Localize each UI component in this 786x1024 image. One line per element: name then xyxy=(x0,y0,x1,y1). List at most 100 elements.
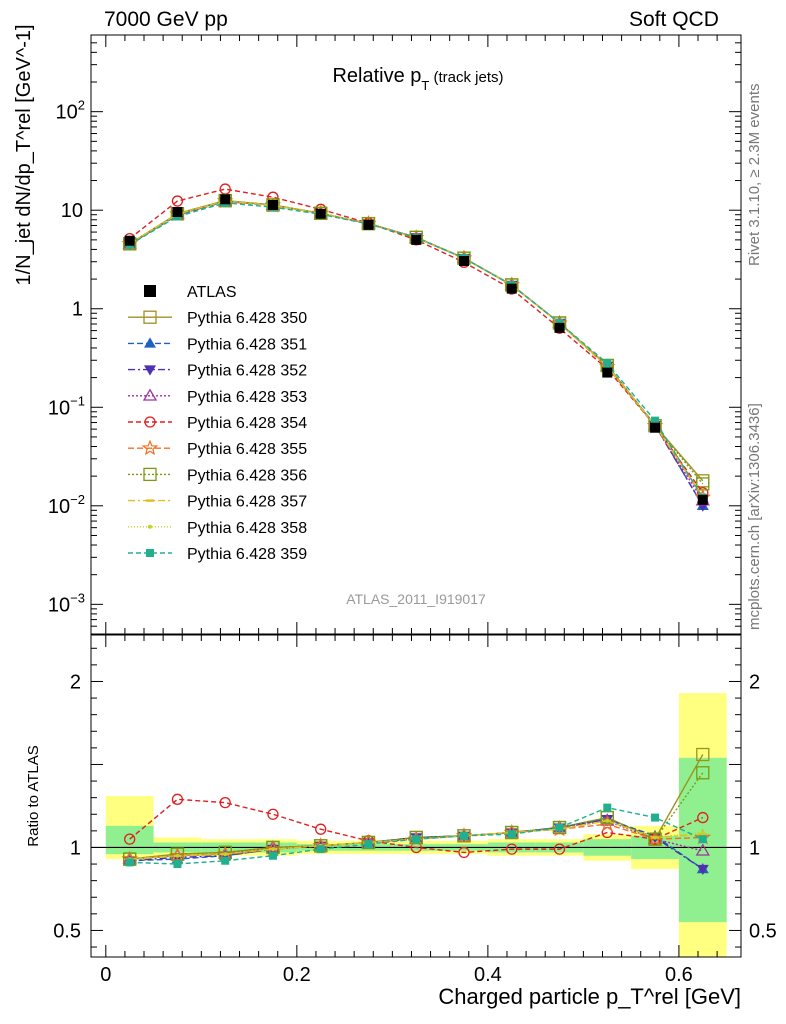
legend-label: Pythia 6.428 350 xyxy=(187,310,307,327)
marker-square-open xyxy=(143,310,157,324)
data-point xyxy=(124,235,135,246)
axis-labels: Relative pT (track jets) ATLAS_2011_I9190… xyxy=(13,24,741,1009)
legend-label: Pythia 6.428 358 xyxy=(187,520,307,537)
ratio-tick-label: 2 xyxy=(70,671,81,693)
legend: ATLAS Pythia 6.428 350 Pythia 6.428 351 Pyt… xyxy=(128,284,307,563)
marker-circle-open xyxy=(553,843,566,855)
marker-square-open xyxy=(409,830,423,845)
chart-title-part: Relative p xyxy=(332,65,421,87)
data-point xyxy=(411,234,422,245)
marker-square-small xyxy=(507,830,516,839)
marker-square-small xyxy=(316,845,325,854)
marker-circle-open xyxy=(267,808,279,820)
marker-circle-open xyxy=(506,843,518,855)
marker-square-small xyxy=(698,835,707,844)
ratio-tick-label-right: 2 xyxy=(749,671,760,693)
legend-label: Pythia 6.428 352 xyxy=(187,363,307,380)
axis-ticks: 10−3 10−2 10−1 1 10 102 0.5 0.5 1 1 2 2 0 0.2 0.4 0.6 xyxy=(48,34,777,986)
legend-entry: Pythia 6.428 359 xyxy=(128,546,307,563)
marker-circle-open xyxy=(219,796,231,809)
marker-circle-open xyxy=(144,416,156,428)
legend-entry: Pythia 6.428 358 xyxy=(128,520,307,537)
marker-dot xyxy=(175,853,180,858)
chart-title-part: (track jets) xyxy=(429,69,503,86)
energy-label: 7000 GeV pp xyxy=(104,8,228,31)
y-axis-label: 1/N_jet dN/dp_T^rel [GeV^-1] xyxy=(13,24,35,285)
y-tick-label: 10−3 xyxy=(48,590,85,616)
marker-square-open xyxy=(696,477,710,491)
ratio-axis-label: Ratio to ATLAS xyxy=(25,745,42,846)
data-uncertainty-bands xyxy=(105,693,727,957)
x-tick-label: 0.6 xyxy=(665,964,693,986)
x-tick-label: 0.2 xyxy=(283,964,311,986)
ratio-tick-label: 0.5 xyxy=(53,920,81,942)
data-point xyxy=(172,206,183,217)
marker-square-small xyxy=(221,856,230,865)
marker-square-small xyxy=(412,835,421,844)
marker-circle-open xyxy=(171,793,184,805)
data-series-points xyxy=(124,194,708,505)
data-point xyxy=(697,494,708,505)
marker-triangle-up xyxy=(144,337,156,348)
marker-star-open xyxy=(141,439,159,456)
marker-triangle-down xyxy=(696,864,709,876)
data-point xyxy=(554,322,565,333)
legend-entry: ATLAS xyxy=(144,284,237,301)
marker-dot xyxy=(223,852,228,857)
data-point xyxy=(220,194,231,205)
marker-square-open xyxy=(696,766,710,780)
band-inner xyxy=(105,825,154,855)
y-tick-label: 10−1 xyxy=(48,393,85,419)
marker-square-small xyxy=(146,549,154,557)
legend-entry: Pythia 6.428 352 xyxy=(128,363,307,380)
legend-label: Pythia 6.428 359 xyxy=(187,546,307,563)
process-label: Soft QCD xyxy=(629,8,719,31)
marker-square-small xyxy=(603,359,612,368)
y-tick-label: 1 xyxy=(72,299,83,321)
legend-entry: Pythia 6.428 354 xyxy=(128,415,307,432)
data-point xyxy=(315,208,326,219)
marker-triangle-open xyxy=(695,843,710,856)
legend-label: Pythia 6.428 355 xyxy=(187,441,307,458)
data-point xyxy=(363,219,374,230)
data-point xyxy=(650,422,661,433)
x-axis-label: Charged particle p_T^rel [GeV] xyxy=(438,984,741,1009)
y-tick-exponent: −1 xyxy=(70,393,85,408)
legend-label: Pythia 6.428 357 xyxy=(187,494,307,511)
y-tick-label: 10 xyxy=(61,200,83,222)
legend-label: Pythia 6.428 351 xyxy=(187,336,307,353)
chart-title: Relative pT (track jets) xyxy=(332,65,503,93)
top-panel-frame xyxy=(90,34,742,635)
marker-square-small xyxy=(268,851,277,860)
marker-circle-open xyxy=(315,823,327,835)
marker-square-small xyxy=(125,858,134,867)
legend-label: ATLAS xyxy=(187,284,237,301)
marker-triangle-open xyxy=(142,388,158,401)
analysis-label: ATLAS_2011_I919017 xyxy=(346,591,486,607)
marker-square-small xyxy=(459,831,468,840)
data-point xyxy=(267,199,278,210)
marker-square xyxy=(144,285,156,297)
ratio-panel-frame xyxy=(90,634,742,958)
y-tick-exponent: 2 xyxy=(78,98,85,113)
marker-dot xyxy=(605,818,610,823)
legend-entry: Pythia 6.428 353 xyxy=(128,388,307,406)
ratio-tick-label-right: 0.5 xyxy=(749,920,777,942)
legend-entry: Pythia 6.428 357 xyxy=(128,494,307,511)
series-line-ratio xyxy=(129,798,704,854)
ratio-tick-label-right: 1 xyxy=(749,837,760,859)
marker-circle-open xyxy=(697,811,709,824)
legend-entry: Pythia 6.428 351 xyxy=(128,336,307,353)
marker-triangle-down xyxy=(144,365,156,376)
legend-entry: Pythia 6.428 356 xyxy=(128,467,307,484)
marker-square-small xyxy=(173,860,182,869)
ratio-tick-label: 1 xyxy=(70,837,81,859)
marker-square-small xyxy=(364,840,373,849)
x-tick-label: 0 xyxy=(100,964,111,986)
marker-dot xyxy=(148,524,152,529)
marker-square-open xyxy=(696,747,710,762)
marker-dot xyxy=(653,835,658,840)
y-tick-label: 10−2 xyxy=(48,492,85,518)
data-point xyxy=(506,283,517,294)
